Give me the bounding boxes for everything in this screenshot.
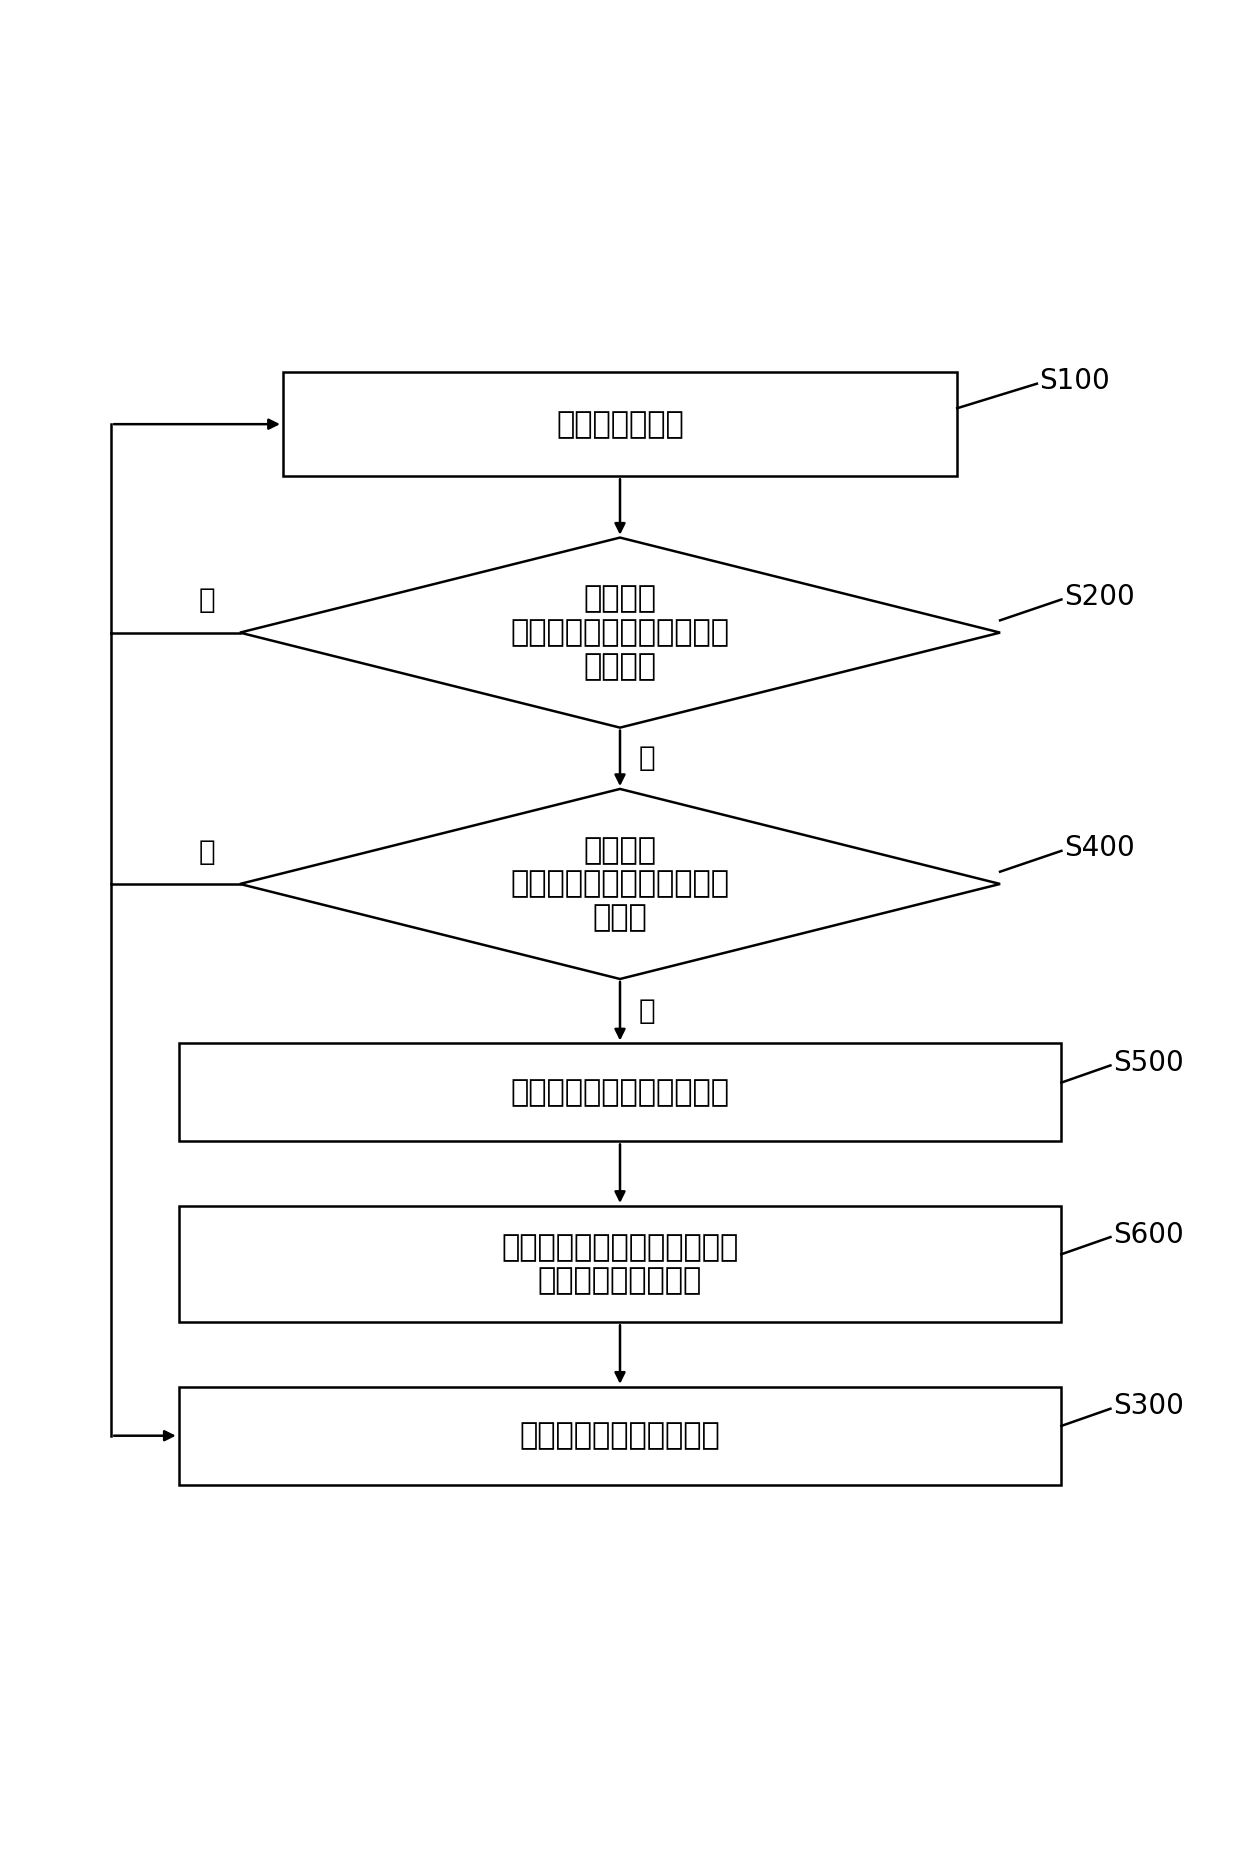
Text: S200: S200 [1064,582,1135,610]
Text: 不启动所述第一加热器工作: 不启动所述第一加热器工作 [511,1079,729,1107]
Polygon shape [239,789,1001,980]
Bar [179,1205,1061,1323]
Bar [179,1386,1061,1485]
Text: S600: S600 [1112,1220,1184,1248]
Text: 获取环境温度值: 获取环境温度值 [556,411,684,439]
Text: 判断所述
单系统制冷冰箱是否启动制
冷功能: 判断所述 单系统制冷冰箱是否启动制 冷功能 [511,836,729,931]
Text: S400: S400 [1064,834,1135,862]
Text: 是: 是 [639,996,655,1024]
Text: S500: S500 [1112,1049,1184,1077]
Polygon shape [239,537,1001,728]
Text: 是: 是 [639,745,655,773]
Text: 停止所述第一加热器工作达到
预设的第一时间间隔: 停止所述第一加热器工作达到 预设的第一时间间隔 [501,1233,739,1295]
Text: S100: S100 [1039,368,1110,396]
Text: 控制所述第一加热器工作: 控制所述第一加热器工作 [520,1422,720,1450]
Text: 否: 否 [198,838,216,866]
Text: S300: S300 [1112,1392,1184,1420]
Text: 判断所述
环境温度值是否低于预设的
低温阈值: 判断所述 环境温度值是否低于预设的 低温阈值 [511,584,729,681]
Text: 否: 否 [198,586,216,614]
Bar [179,1043,1061,1142]
Bar [283,371,957,476]
